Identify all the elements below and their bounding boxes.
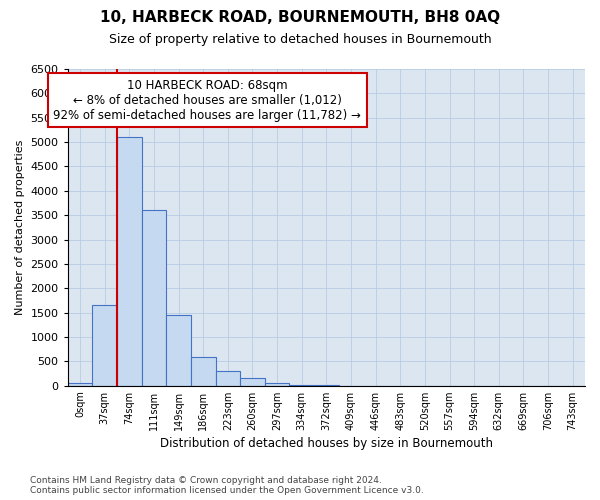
Bar xyxy=(92,306,117,386)
Bar xyxy=(215,370,240,386)
X-axis label: Distribution of detached houses by size in Bournemouth: Distribution of detached houses by size … xyxy=(160,437,493,450)
Text: Size of property relative to detached houses in Bournemouth: Size of property relative to detached ho… xyxy=(109,32,491,46)
Text: 10 HARBECK ROAD: 68sqm
← 8% of detached houses are smaller (1,012)
92% of semi-d: 10 HARBECK ROAD: 68sqm ← 8% of detached … xyxy=(53,78,361,122)
Bar xyxy=(265,384,289,386)
Bar xyxy=(166,315,191,386)
Y-axis label: Number of detached properties: Number of detached properties xyxy=(15,140,25,315)
Bar xyxy=(117,137,142,386)
Bar xyxy=(240,378,265,386)
Text: Contains HM Land Registry data © Crown copyright and database right 2024.
Contai: Contains HM Land Registry data © Crown c… xyxy=(30,476,424,495)
Bar xyxy=(68,384,92,386)
Bar xyxy=(142,210,166,386)
Bar xyxy=(289,384,314,386)
Text: 10, HARBECK ROAD, BOURNEMOUTH, BH8 0AQ: 10, HARBECK ROAD, BOURNEMOUTH, BH8 0AQ xyxy=(100,10,500,25)
Bar xyxy=(191,357,215,386)
